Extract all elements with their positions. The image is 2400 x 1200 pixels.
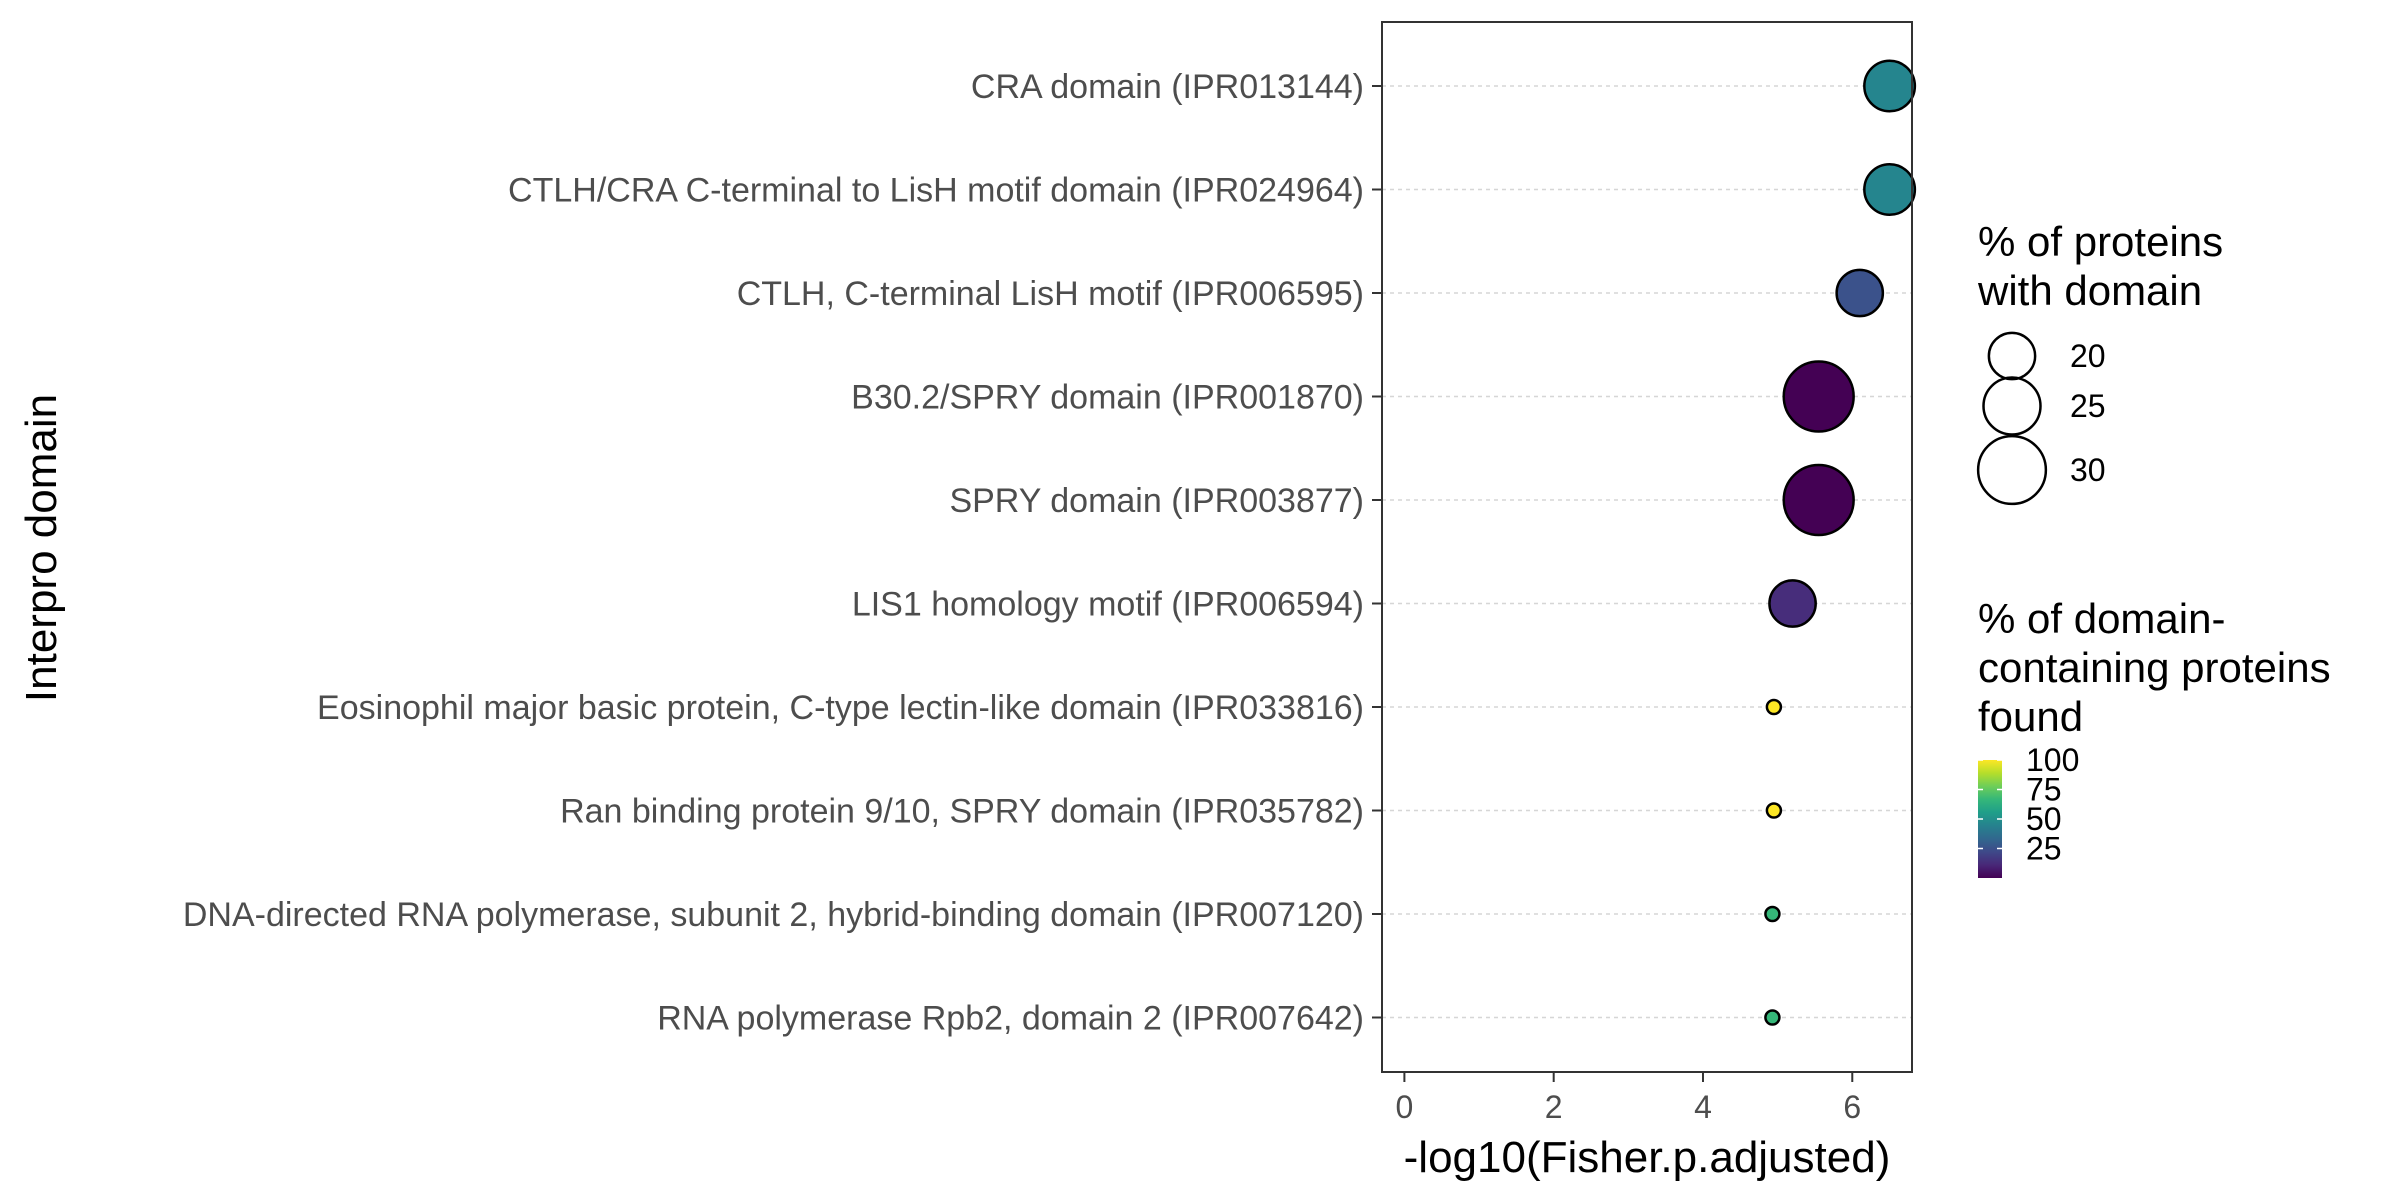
data-point [1782,463,1855,537]
size-legend-key [1982,376,2042,436]
colorbar-label: 25 [2026,831,2062,867]
x-tick-label: 4 [1694,1089,1712,1125]
color-legend-title: containing proteins [1978,644,2331,691]
data-point [1764,905,1781,923]
data-point [1764,1009,1781,1026]
data-point [1782,360,1855,433]
size-legend-title: with domain [1977,267,2202,314]
color-legend-title: % of domain- [1978,595,2225,642]
y-tick-label: Ran binding protein 9/10, SPRY domain (I… [560,793,1364,831]
y-tick-labels: CRA domain (IPR013144) CTLH/CRA C-termina… [183,68,1382,1038]
colorbar-label: 75 [2026,772,2062,808]
data-point [1863,162,1917,217]
grid-lines [1382,85,1912,1019]
colorbar-label: 50 [2026,801,2062,837]
size-legend-title: % of proteins [1978,218,2223,265]
size-legend-label: 20 [2070,338,2106,374]
y-tick-label: Eosinophil major basic protein, C-type l… [317,689,1364,727]
color-legend-title: found [1978,693,2083,740]
data-point [1768,579,1817,628]
y-tick-label: CRA domain (IPR013144) [971,68,1364,106]
plot-panel-border [1381,21,1913,1073]
size-legend-key [1987,331,2037,381]
size-legend-label: 25 [2070,388,2106,424]
x-tick-label: 6 [1843,1089,1861,1125]
x-axis-ticks: 0 2 4 6 [1395,1072,1861,1125]
size-legend-key [1976,434,2048,506]
x-axis-title: -log10(Fisher.p.adjusted) [1404,1133,1891,1182]
y-tick-label: SPRY domain (IPR003877) [949,482,1364,520]
y-tick-label: LIS1 homology motif (IPR006594) [852,586,1364,624]
y-tick-label: DNA-directed RNA polymerase, subunit 2, … [183,896,1364,934]
y-tick-label: CTLH, C-terminal LisH motif (IPR006595) [737,275,1364,313]
data-point [1765,698,1783,716]
y-axis-title: Interpro domain [17,394,66,702]
y-tick-label: RNA polymerase Rpb2, domain 2 (IPR007642… [657,1000,1364,1038]
y-tick-label: B30.2/SPRY domain (IPR001870) [851,379,1364,417]
color-legend: % of domain-containing proteinsfound1007… [1978,595,2331,878]
x-tick-label: 2 [1545,1089,1563,1125]
x-tick-label: 0 [1395,1089,1413,1125]
data-points [1764,59,1917,1026]
data-point [1863,59,1917,113]
colorbar-label: 100 [2026,742,2079,778]
size-legend-label: 30 [2070,452,2106,488]
data-point [1765,802,1783,819]
data-point [1835,268,1885,318]
y-tick-label: CTLH/CRA C-terminal to LisH motif domain… [508,172,1364,210]
